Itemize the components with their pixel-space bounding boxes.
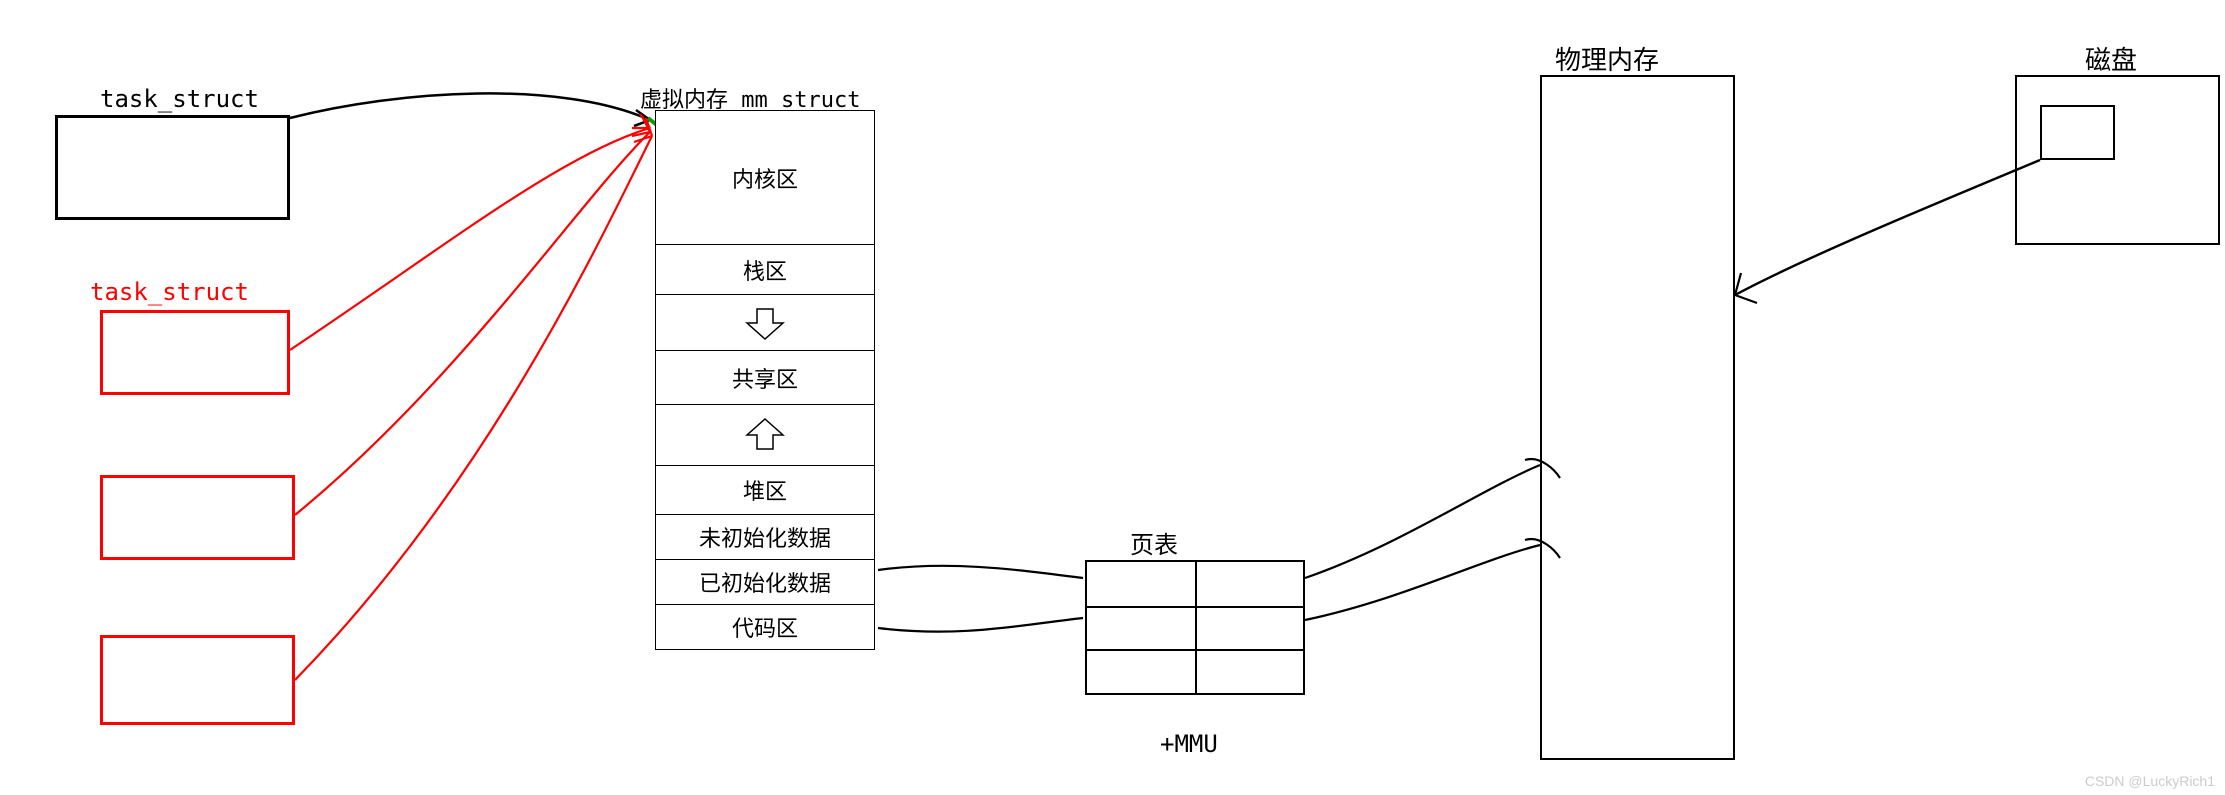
segment-data: 已初始化数据 [655,560,875,605]
disk-label: 磁盘 [2085,40,2137,77]
vm-memory-layout: 内核区 栈区 共享区 堆区 未初始化数据 已初始化数据 代码区 [655,110,875,650]
task-box-black [55,115,290,220]
arrow-down-icon [655,295,875,350]
mmu-label: +MMU [1160,730,1218,758]
segment-code: 代码区 [655,605,875,650]
disk-inner-box [2040,105,2115,160]
task-box-red-3 [100,635,295,725]
segment-stack: 栈区 [655,245,875,295]
segment-heap: 堆区 [655,465,875,515]
page-table-label: 页表 [1130,525,1178,560]
watermark: CSDN @LuckyRich1 [2085,773,2215,789]
arrow-up-icon [655,405,875,465]
task-box-red-2 [100,475,295,560]
task-box-red-1 [100,310,290,395]
phys-mem-box [1540,75,1735,760]
page-table-grid [1085,560,1305,695]
disk-outer-box [2015,75,2220,245]
phys-mem-label: 物理内存 [1555,40,1659,77]
task-struct-red-label: task_struct [90,278,249,306]
segment-shared: 共享区 [655,350,875,405]
segment-kernel: 内核区 [655,110,875,245]
task-struct-black-label: task_struct [100,85,259,113]
segment-bss: 未初始化数据 [655,515,875,560]
